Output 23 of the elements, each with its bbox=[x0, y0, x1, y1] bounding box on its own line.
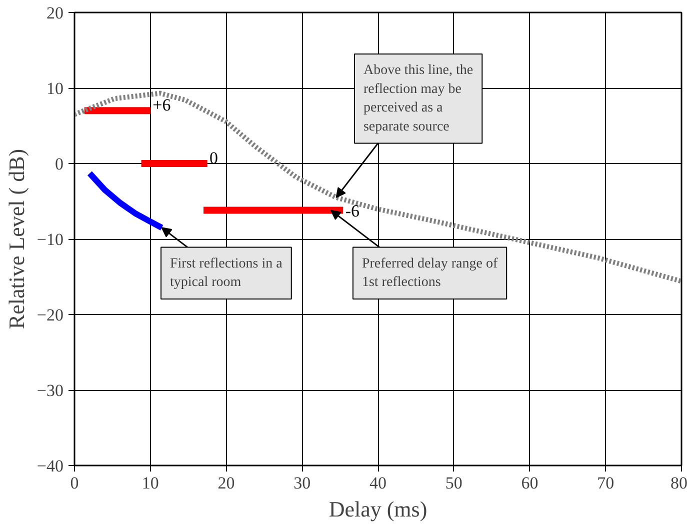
y-tick-label: 0 bbox=[55, 154, 64, 174]
annotation: +6 bbox=[152, 96, 171, 115]
x-axis-title: Delay (ms) bbox=[328, 496, 428, 522]
annotation: -6 bbox=[345, 201, 360, 220]
x-tick-label: 40 bbox=[370, 474, 386, 492]
annotation: Preferred delay range of 1st reflections bbox=[362, 256, 498, 290]
y-axis-title: Relative Level ( dB) bbox=[4, 148, 29, 330]
x-tick-label: 70 bbox=[597, 474, 614, 492]
x-tick-label: 80 bbox=[670, 474, 687, 492]
y-tick-label: −40 bbox=[36, 456, 64, 476]
y-tick-label: −30 bbox=[36, 381, 64, 400]
x-tick-label: 20 bbox=[218, 474, 235, 492]
x-tick-label: 50 bbox=[445, 474, 462, 492]
annotation: First reflections in a typical room bbox=[170, 256, 284, 290]
x-tick-label: 60 bbox=[521, 474, 538, 492]
x-tick-label: 10 bbox=[142, 474, 159, 492]
x-tick-label: 0 bbox=[70, 474, 79, 492]
y-tick-label: −20 bbox=[36, 306, 64, 324]
y-tick-label: 10 bbox=[46, 79, 64, 98]
y-tick-label: −10 bbox=[36, 230, 64, 249]
x-tick-label: 30 bbox=[294, 474, 311, 492]
annotation: Above this line, the reflection may be perceived as a separate source bbox=[363, 63, 474, 134]
y-tick-label: 20 bbox=[46, 4, 64, 22]
